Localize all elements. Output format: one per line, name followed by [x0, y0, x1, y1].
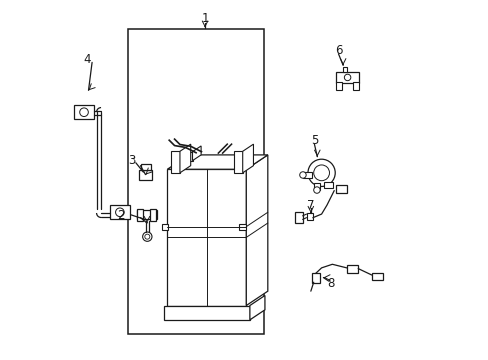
Polygon shape: [249, 296, 264, 320]
Circle shape: [299, 172, 305, 178]
Bar: [163, 306, 249, 320]
Bar: [110, 206, 129, 219]
Bar: [335, 72, 359, 83]
Bar: [306, 213, 312, 220]
Text: 8: 8: [327, 278, 334, 291]
Text: 6: 6: [334, 44, 342, 57]
Bar: [352, 82, 359, 90]
Bar: [162, 224, 168, 230]
Bar: [239, 224, 245, 230]
Bar: [128, 30, 264, 334]
Bar: [167, 169, 246, 306]
Text: 3: 3: [127, 154, 135, 167]
Circle shape: [313, 165, 329, 181]
Bar: [335, 82, 342, 90]
Bar: [311, 273, 319, 283]
Text: 2: 2: [117, 210, 124, 222]
Bar: [233, 151, 242, 173]
Circle shape: [144, 234, 149, 239]
Text: 4: 4: [83, 53, 90, 66]
Circle shape: [307, 159, 335, 186]
Bar: [342, 67, 346, 72]
Bar: [137, 211, 156, 220]
Bar: [139, 170, 152, 180]
Bar: [74, 105, 94, 119]
Text: 7: 7: [306, 199, 314, 212]
Polygon shape: [180, 144, 190, 173]
Polygon shape: [192, 146, 201, 161]
Bar: [150, 209, 156, 221]
Bar: [294, 212, 302, 223]
Circle shape: [344, 74, 350, 81]
Bar: [140, 163, 150, 170]
Polygon shape: [167, 155, 267, 169]
Text: 1: 1: [201, 12, 208, 25]
Bar: [303, 172, 311, 178]
Circle shape: [142, 232, 152, 241]
Circle shape: [80, 108, 88, 117]
Polygon shape: [246, 155, 267, 306]
Bar: [371, 273, 383, 280]
Bar: [171, 151, 180, 173]
Bar: [178, 152, 192, 161]
Bar: [335, 185, 346, 193]
Circle shape: [313, 187, 320, 193]
Text: 5: 5: [310, 134, 318, 147]
Circle shape: [115, 208, 124, 217]
Bar: [324, 182, 333, 188]
Polygon shape: [242, 144, 253, 173]
Bar: [346, 265, 357, 273]
Bar: [137, 209, 142, 221]
Bar: [313, 183, 320, 190]
